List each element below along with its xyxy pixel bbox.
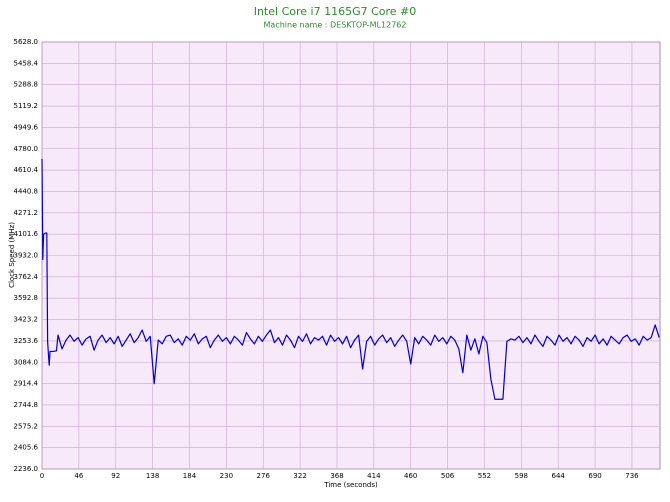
x-tick-label: 414	[367, 472, 381, 480]
x-tick-label: 368	[330, 472, 343, 480]
x-tick-label: 552	[478, 472, 491, 480]
x-tick-label: 736	[625, 472, 639, 480]
y-tick-label: 4101.6	[14, 230, 39, 238]
y-tick-label: 5119.2	[14, 102, 39, 110]
x-tick-label: 644	[552, 472, 566, 480]
y-tick-label: 2575.2	[14, 422, 39, 430]
y-tick-label: 3932.0	[14, 252, 39, 260]
y-tick-label: 5628.0	[14, 38, 39, 46]
y-tick-label: 4949.6	[14, 123, 39, 131]
y-tick-label: 4610.4	[14, 166, 39, 174]
x-tick-label: 0	[40, 472, 44, 480]
y-tick-label: 2405.6	[14, 444, 39, 452]
y-tick-label: 3762.4	[14, 273, 39, 281]
y-tick-label: 4440.8	[14, 187, 39, 195]
y-axis-label: Clock Speed (MHz)	[8, 222, 16, 288]
x-tick-label: 230	[220, 472, 233, 480]
chart-title: Intel Core i7 1165G7 Core #0	[254, 5, 417, 18]
y-tick-label: 3084.0	[14, 358, 39, 366]
x-tick-label: 276	[257, 472, 271, 480]
x-tick-label: 460	[404, 472, 417, 480]
data-line	[41, 158, 660, 400]
y-tick-label: 3423.2	[14, 316, 39, 324]
y-tick-label: 3592.8	[14, 294, 39, 302]
y-tick-label: 4780.0	[14, 145, 39, 153]
y-tick-label: 2236.0	[14, 465, 39, 473]
x-tick-label: 46	[74, 472, 83, 480]
y-tick-label: 2744.8	[14, 401, 39, 409]
x-tick-label: 322	[293, 472, 306, 480]
y-tick-label: 5288.8	[14, 81, 39, 89]
x-tick-label: 138	[146, 472, 159, 480]
y-tick-label: 5458.4	[14, 59, 39, 67]
x-tick-label: 506	[441, 472, 455, 480]
x-tick-label: 92	[111, 472, 120, 480]
y-tick-label: 2914.4	[14, 380, 39, 388]
chart-subtitle: Machine name : DESKTOP-ML12762	[264, 21, 407, 30]
y-tick-label: 3253.6	[14, 337, 39, 345]
x-axis-label: Time (seconds)	[323, 481, 378, 489]
x-tick-label: 690	[588, 472, 601, 480]
x-tick-label: 184	[183, 472, 197, 480]
x-tick-label: 598	[515, 472, 528, 480]
y-tick-label: 4271.2	[14, 209, 39, 217]
